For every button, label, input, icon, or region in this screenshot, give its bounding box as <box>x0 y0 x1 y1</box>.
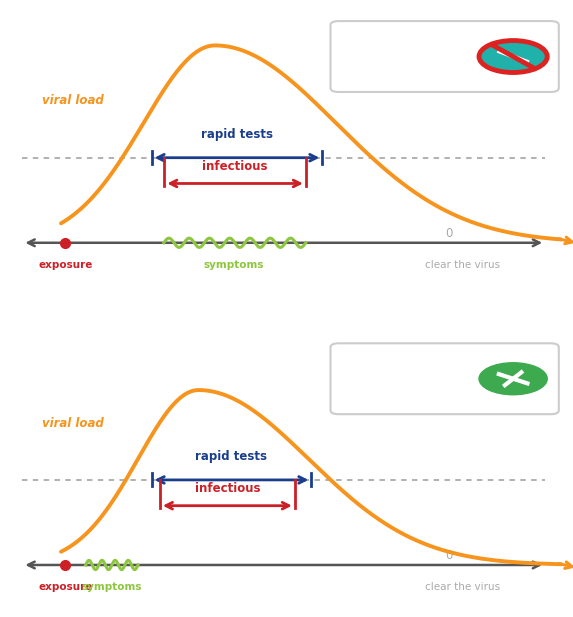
Text: vaccine: vaccine <box>352 57 409 70</box>
Text: exposure: exposure <box>38 582 93 592</box>
Text: viral load: viral load <box>42 416 104 429</box>
Text: infectious: infectious <box>202 160 268 173</box>
Text: symptoms: symptoms <box>204 260 265 270</box>
Text: with a: with a <box>352 361 399 374</box>
Text: 0: 0 <box>445 549 453 563</box>
Text: rapid tests: rapid tests <box>201 128 273 141</box>
Text: vaccine: vaccine <box>352 379 409 392</box>
Text: clear the virus: clear the virus <box>425 260 500 270</box>
Circle shape <box>479 363 547 395</box>
Text: 0: 0 <box>445 227 453 240</box>
Text: infectious: infectious <box>195 482 260 495</box>
FancyBboxPatch shape <box>331 343 559 414</box>
Text: viral load: viral load <box>42 94 104 107</box>
FancyBboxPatch shape <box>331 21 559 92</box>
Circle shape <box>479 41 547 73</box>
Text: without a: without a <box>352 38 423 51</box>
Text: clear the virus: clear the virus <box>425 582 500 592</box>
Text: symptoms: symptoms <box>82 582 142 592</box>
Text: rapid tests: rapid tests <box>195 450 268 463</box>
Text: exposure: exposure <box>38 260 93 270</box>
